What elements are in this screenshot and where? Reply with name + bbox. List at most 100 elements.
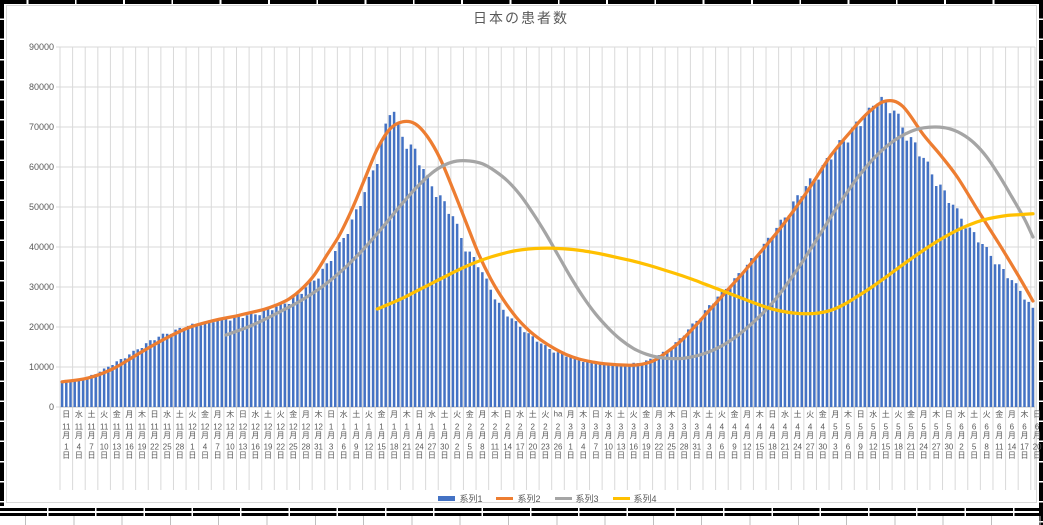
bar[interactable]: [560, 353, 564, 407]
bar[interactable]: [766, 237, 770, 407]
bar[interactable]: [287, 304, 291, 407]
bar[interactable]: [808, 178, 812, 407]
bar[interactable]: [939, 184, 942, 407]
bar[interactable]: [909, 137, 913, 407]
bar[interactable]: [502, 309, 505, 407]
bar[interactable]: [998, 264, 1001, 407]
bar[interactable]: [102, 368, 106, 408]
bar[interactable]: [1014, 283, 1018, 407]
bar[interactable]: [254, 314, 257, 407]
bar[interactable]: [518, 326, 522, 407]
bar[interactable]: [439, 195, 442, 407]
bar[interactable]: [645, 360, 648, 407]
bar[interactable]: [918, 156, 921, 407]
bar[interactable]: [565, 356, 568, 407]
bar[interactable]: [355, 209, 358, 407]
bar[interactable]: [607, 364, 610, 407]
bar[interactable]: [703, 310, 707, 407]
bar[interactable]: [947, 203, 951, 407]
bar[interactable]: [884, 100, 888, 407]
bar[interactable]: [876, 103, 879, 407]
bar[interactable]: [674, 342, 677, 407]
bar[interactable]: [460, 238, 463, 407]
bar[interactable]: [325, 263, 329, 407]
bar[interactable]: [556, 352, 560, 407]
bar[interactable]: [867, 107, 871, 407]
bar[interactable]: [174, 329, 177, 407]
bar[interactable]: [443, 201, 446, 407]
bar[interactable]: [300, 293, 303, 407]
bar[interactable]: [922, 157, 925, 407]
bar[interactable]: [544, 345, 547, 407]
series-line-系列4[interactable]: [375, 212, 1035, 316]
bar[interactable]: [233, 316, 236, 407]
bar[interactable]: [741, 272, 745, 407]
bar[interactable]: [846, 142, 850, 408]
bar[interactable]: [523, 332, 526, 407]
bar[interactable]: [653, 358, 656, 407]
bar[interactable]: [636, 363, 640, 407]
bar[interactable]: [897, 113, 900, 407]
bar[interactable]: [682, 335, 686, 407]
bar[interactable]: [724, 288, 728, 407]
bar[interactable]: [296, 293, 299, 408]
bar[interactable]: [930, 174, 934, 407]
bar[interactable]: [590, 362, 593, 407]
bar[interactable]: [65, 381, 68, 407]
bar[interactable]: [720, 290, 724, 408]
bar[interactable]: [695, 320, 698, 407]
bar[interactable]: [291, 297, 295, 407]
bar[interactable]: [279, 303, 282, 407]
bar[interactable]: [128, 354, 131, 407]
bar[interactable]: [430, 186, 434, 407]
bar[interactable]: [275, 306, 278, 407]
bar[interactable]: [418, 165, 421, 407]
bar[interactable]: [670, 348, 673, 407]
bar[interactable]: [207, 320, 211, 407]
bar[interactable]: [859, 126, 862, 407]
bar[interactable]: [346, 234, 350, 407]
bar[interactable]: [119, 359, 123, 407]
bar[interactable]: [598, 363, 602, 407]
bar[interactable]: [640, 363, 644, 408]
bar[interactable]: [842, 141, 846, 407]
bar[interactable]: [115, 361, 118, 407]
chart-title[interactable]: 日本の患者数: [473, 10, 569, 26]
bar[interactable]: [712, 303, 715, 407]
bar[interactable]: [464, 251, 467, 408]
bar[interactable]: [926, 161, 930, 407]
bar[interactable]: [943, 190, 946, 407]
bar[interactable]: [892, 110, 896, 407]
bar[interactable]: [304, 287, 308, 407]
bar[interactable]: [224, 319, 228, 407]
bar[interactable]: [165, 333, 169, 407]
bar[interactable]: [485, 278, 488, 407]
bar[interactable]: [657, 355, 661, 407]
bar[interactable]: [661, 351, 665, 407]
bar[interactable]: [531, 336, 535, 407]
bar[interactable]: [880, 96, 883, 408]
bar[interactable]: [153, 340, 156, 407]
bar[interactable]: [237, 315, 240, 407]
legend-item-系列4[interactable]: 系列4: [612, 492, 657, 505]
bar[interactable]: [350, 219, 354, 408]
bar[interactable]: [283, 303, 287, 407]
bar[interactable]: [384, 123, 387, 407]
bar[interactable]: [308, 281, 312, 407]
bar[interactable]: [800, 196, 804, 407]
bar[interactable]: [964, 228, 967, 407]
bar[interactable]: [266, 308, 270, 407]
bar[interactable]: [111, 365, 114, 407]
bar[interactable]: [796, 195, 799, 407]
bar[interactable]: [321, 268, 324, 407]
bar[interactable]: [792, 201, 795, 407]
bar[interactable]: [149, 340, 152, 407]
bar[interactable]: [666, 350, 669, 408]
bar[interactable]: [489, 289, 493, 407]
bar[interactable]: [388, 115, 392, 407]
bar[interactable]: [468, 251, 472, 407]
bar[interactable]: [850, 127, 854, 407]
bar[interactable]: [758, 254, 761, 407]
bar[interactable]: [750, 258, 753, 407]
bar[interactable]: [329, 261, 333, 407]
